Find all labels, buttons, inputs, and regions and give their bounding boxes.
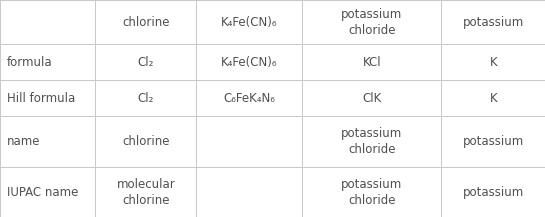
Text: K₄Fe(CN)₆: K₄Fe(CN)₆ — [221, 56, 277, 69]
Text: Cl₂: Cl₂ — [137, 92, 154, 105]
Text: potassium: potassium — [463, 16, 524, 29]
Text: K: K — [489, 92, 497, 105]
Text: KCl: KCl — [362, 56, 381, 69]
Text: K₄Fe(CN)₆: K₄Fe(CN)₆ — [221, 16, 277, 29]
Text: chlorine: chlorine — [122, 135, 169, 148]
Text: C₆FeK₄N₆: C₆FeK₄N₆ — [223, 92, 275, 105]
Text: potassium: potassium — [463, 186, 524, 199]
Text: molecular
chlorine: molecular chlorine — [117, 178, 175, 207]
Text: name: name — [7, 135, 40, 148]
Text: potassium: potassium — [463, 135, 524, 148]
Text: ClK: ClK — [362, 92, 381, 105]
Text: potassium
chloride: potassium chloride — [341, 8, 403, 37]
Text: formula: formula — [7, 56, 52, 69]
Text: chlorine: chlorine — [122, 16, 169, 29]
Text: potassium
chloride: potassium chloride — [341, 178, 403, 207]
Text: IUPAC name: IUPAC name — [7, 186, 78, 199]
Text: potassium
chloride: potassium chloride — [341, 127, 403, 156]
Text: Cl₂: Cl₂ — [137, 56, 154, 69]
Text: Hill formula: Hill formula — [7, 92, 75, 105]
Text: K: K — [489, 56, 497, 69]
